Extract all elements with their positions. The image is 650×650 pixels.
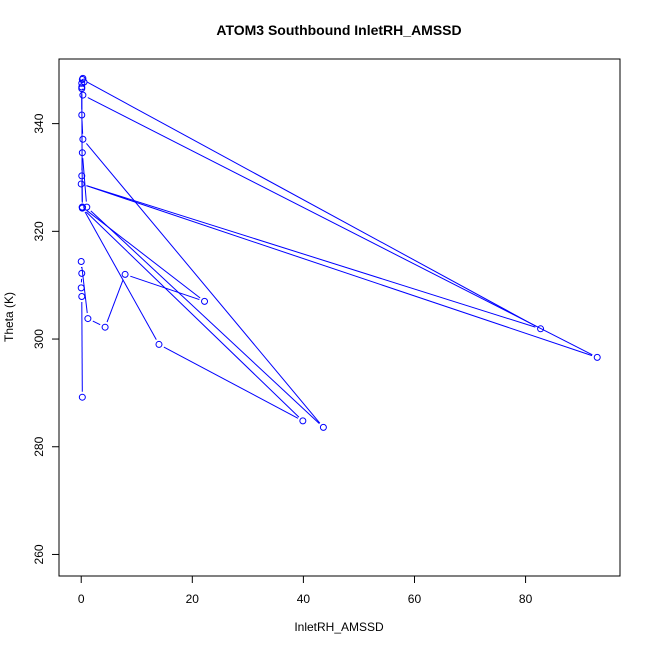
chart-title: ATOM3 Southbound InletRH_AMSSD <box>216 22 461 38</box>
series-segment <box>81 266 88 314</box>
data-point <box>79 91 87 99</box>
data-point <box>78 269 86 277</box>
series-segment <box>84 211 157 340</box>
data-point <box>77 257 85 265</box>
data-point <box>83 203 91 211</box>
series-segment <box>90 210 320 424</box>
series-segment <box>85 211 300 418</box>
series-segment <box>82 158 87 202</box>
x-tick-label: 0 <box>78 592 85 606</box>
y-tick-label: 280 <box>32 436 46 456</box>
data-point <box>593 353 601 361</box>
data-point <box>121 270 129 278</box>
data-point <box>79 135 87 143</box>
data-point <box>80 78 88 86</box>
x-tick-label: 80 <box>519 592 533 606</box>
x-tick-label: 60 <box>408 592 422 606</box>
series-segment <box>106 279 124 323</box>
series-segment <box>87 97 593 356</box>
series-segment <box>92 320 101 326</box>
series-segment <box>86 210 201 299</box>
series-segment <box>86 143 321 424</box>
data-point <box>78 111 86 119</box>
x-tick-label: 20 <box>186 592 200 606</box>
data-point <box>84 315 92 323</box>
series-segment <box>86 185 536 328</box>
data-point <box>319 423 327 431</box>
series-segment <box>86 81 536 327</box>
data-point <box>77 180 85 188</box>
data-point <box>78 149 86 157</box>
y-tick-label: 340 <box>32 113 46 133</box>
data-point <box>79 74 87 82</box>
data-series <box>77 74 601 431</box>
data-point <box>78 292 86 300</box>
data-point <box>299 417 307 425</box>
x-axis-label: InletRH_AMSSD <box>294 620 384 634</box>
data-point <box>77 284 85 292</box>
plot-frame <box>58 58 621 577</box>
x-tick-label: 40 <box>297 592 311 606</box>
data-point <box>78 204 86 212</box>
y-tick-label: 320 <box>32 221 46 241</box>
series <box>77 74 601 431</box>
series-segment <box>86 185 593 357</box>
data-point <box>78 393 86 401</box>
series-segment <box>163 346 299 419</box>
data-point <box>101 323 109 331</box>
y-tick-label: 300 <box>32 329 46 349</box>
data-point <box>78 85 86 93</box>
y-axis-label: Theta (K) <box>2 292 16 342</box>
data-point <box>155 340 163 348</box>
data-point <box>537 325 545 333</box>
x-axis: 0 20 40 60 80 <box>78 575 533 606</box>
y-axis: 260 280 300 320 340 <box>32 113 60 564</box>
y-tick-label: 260 <box>32 544 46 564</box>
data-point <box>78 172 86 180</box>
data-point <box>201 297 209 305</box>
